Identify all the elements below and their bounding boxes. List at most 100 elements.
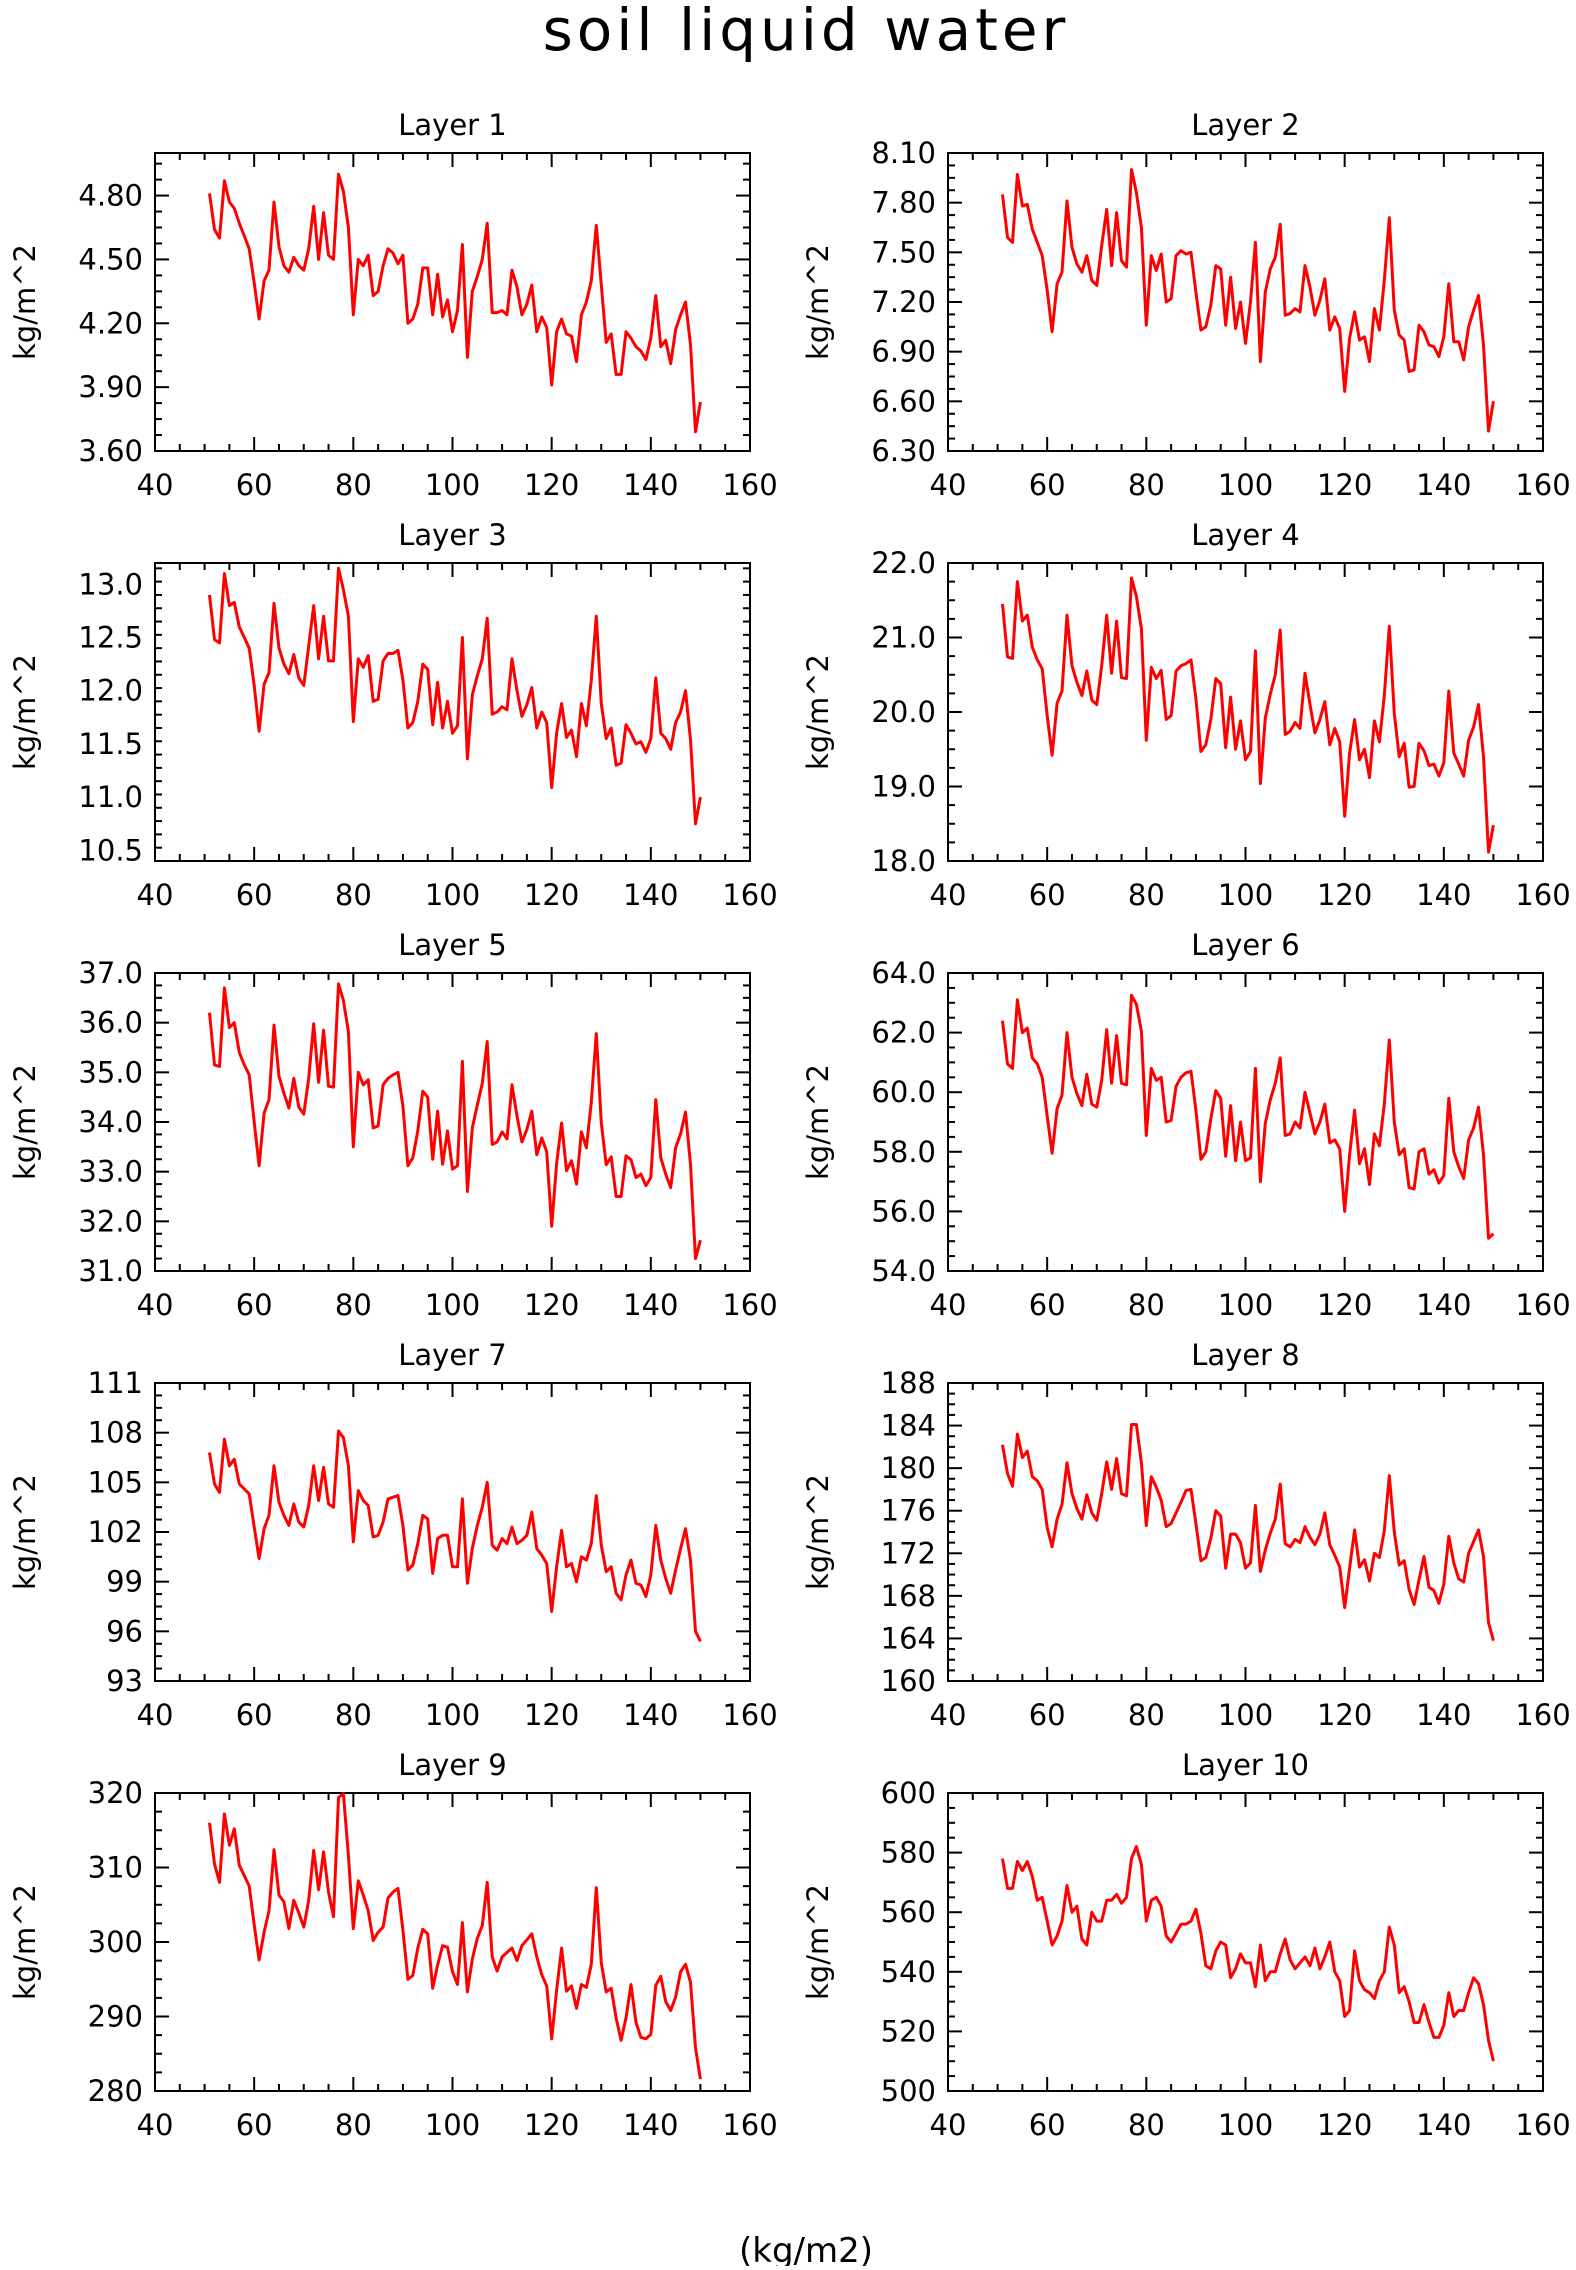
data-point [659, 345, 662, 348]
data-point [1095, 1920, 1098, 1923]
data-point [1209, 1537, 1212, 1540]
data-point [1209, 718, 1212, 721]
data-point [466, 1190, 469, 1193]
data-point [511, 1083, 514, 1086]
data-point [565, 1169, 568, 1172]
data-point [1353, 310, 1356, 313]
data-point [421, 1090, 424, 1093]
data-point [679, 1132, 682, 1135]
data-point [278, 1501, 281, 1504]
x-tick-label: 60 [236, 2108, 273, 2142]
data-point [1075, 681, 1078, 684]
data-point [595, 615, 598, 618]
data-point [555, 1989, 558, 1992]
data-point [1249, 750, 1252, 753]
data-point [1175, 1511, 1178, 1514]
data-point [595, 1032, 598, 1035]
data-point [684, 689, 687, 692]
data-point [248, 1492, 251, 1495]
data-point [307, 1899, 310, 1902]
data-point [630, 732, 633, 735]
data-point [511, 1947, 514, 1950]
data-point [1135, 595, 1138, 598]
data-point [312, 1849, 315, 1852]
data-point [501, 1955, 504, 1958]
x-tick-label: 40 [137, 2108, 174, 2142]
data-point [1160, 1905, 1163, 1908]
data-point [1304, 264, 1307, 267]
data-point [1110, 1488, 1113, 1491]
x-tick-label: 80 [335, 1288, 372, 1322]
y-tick-label: 31.0 [78, 1254, 143, 1288]
data-point [1239, 1541, 1242, 1544]
data-point [1051, 330, 1054, 333]
data-point [1348, 752, 1351, 755]
data-point [669, 1186, 672, 1189]
data-point [625, 723, 628, 726]
data-point [397, 1071, 400, 1074]
data-point [1041, 1896, 1044, 1899]
data-point [1467, 1991, 1470, 1994]
data-point [1170, 1941, 1173, 1944]
data-point [664, 2000, 667, 2003]
data-point [506, 1542, 509, 1545]
data-point [213, 638, 216, 641]
data-point [630, 337, 633, 340]
data-point [342, 1436, 345, 1439]
y-tick-label: 520 [881, 2014, 936, 2048]
data-point [1348, 1567, 1351, 1570]
panel-layer-10: Layer 10 40 60 80 100 120 140 160 500 520 540 560 58… [801, 1748, 1571, 2142]
data-point [1001, 193, 1004, 196]
data-point [238, 1483, 241, 1486]
data-point [540, 1973, 543, 1976]
data-point [535, 1955, 538, 1958]
data-point [610, 332, 613, 335]
data-point [446, 700, 449, 703]
y-tick-label: 11.0 [78, 780, 143, 814]
data-point [1194, 291, 1197, 294]
data-point [1041, 254, 1044, 257]
data-point [258, 1164, 261, 1167]
data-point [530, 1110, 533, 1113]
data-point [491, 311, 494, 314]
data-point [233, 1021, 236, 1024]
data-point [654, 1524, 657, 1527]
data-point [1170, 1119, 1173, 1122]
data-point [218, 1881, 221, 1884]
data-point [674, 1569, 677, 1572]
data-point [1244, 1961, 1247, 1964]
data-point [1457, 763, 1460, 766]
data-point [1224, 1155, 1227, 1158]
data-point [1363, 1558, 1366, 1561]
data-point [1393, 1531, 1396, 1534]
data-point [466, 1990, 469, 1993]
data-point [630, 1158, 633, 1161]
y-tick-label: 168 [881, 1579, 936, 1613]
y-tick-label: 172 [881, 1536, 936, 1570]
data-point [525, 1128, 528, 1131]
data-point [218, 641, 221, 644]
data-point [1061, 271, 1064, 274]
data-point [491, 1955, 494, 1958]
data-point [1115, 620, 1118, 623]
data-point [605, 1570, 608, 1573]
data-point [397, 1494, 400, 1497]
data-point [476, 275, 479, 278]
data-point [635, 1582, 638, 1585]
data-point [1313, 1132, 1316, 1135]
data-point [511, 657, 514, 660]
data-point [297, 1911, 300, 1914]
data-point [644, 751, 647, 754]
data-point [1155, 1896, 1158, 1899]
data-point [347, 1854, 350, 1857]
data-point [520, 715, 523, 718]
data-point [1145, 1524, 1148, 1527]
data-point [620, 373, 623, 376]
data-point [1214, 1949, 1217, 1952]
data-point [263, 683, 266, 686]
data-point [1462, 2009, 1465, 2012]
data-point [1269, 1098, 1272, 1101]
data-point [1150, 254, 1153, 257]
plot-frame [154, 152, 751, 452]
data-point [406, 727, 409, 730]
